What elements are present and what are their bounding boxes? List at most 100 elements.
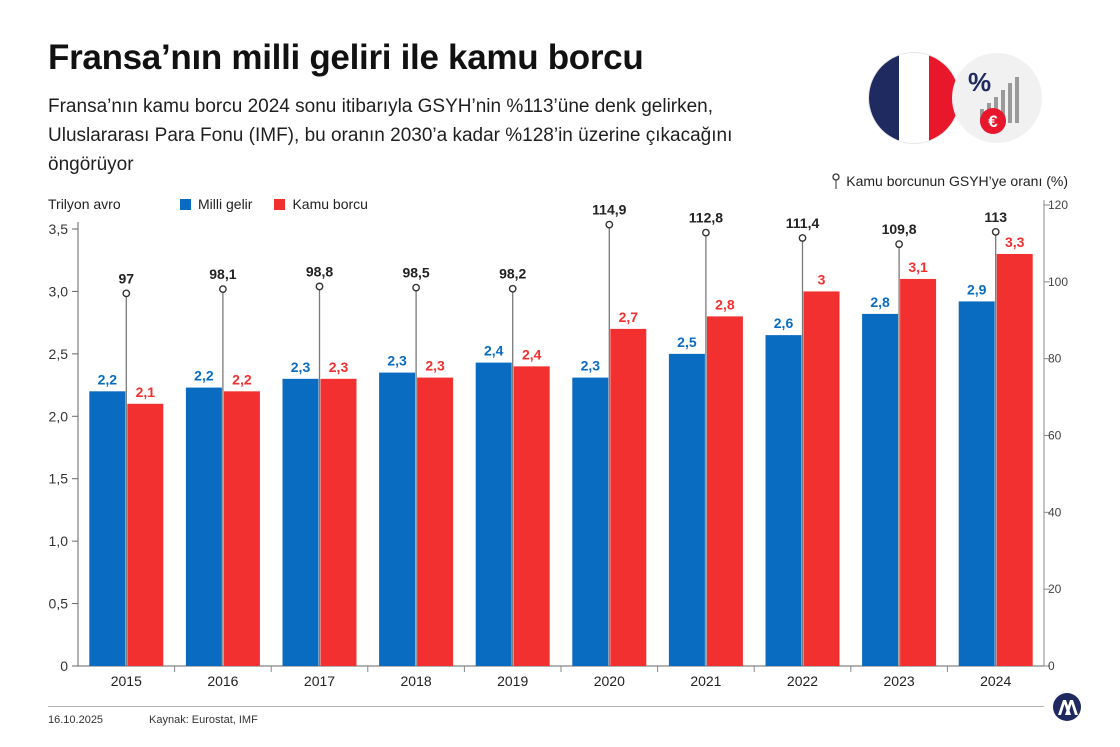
x-tick-label: 2022: [787, 673, 818, 689]
bar-milli-gelir: [282, 378, 319, 666]
ratio-pin-head: [702, 228, 710, 237]
y-tick-label: 1,0: [49, 533, 69, 549]
data-label-kamu-borcu: 3: [818, 271, 826, 287]
y-tick-label: 1,5: [49, 471, 69, 487]
bar-milli-gelir: [958, 301, 995, 666]
ratio-data-label: 97: [119, 270, 135, 286]
ratio-pin-head: [315, 282, 324, 291]
ratio-data-label: 109,8: [882, 221, 917, 237]
y-tick-label: 0: [60, 658, 68, 674]
bar-kamu-borcu: [320, 378, 357, 666]
legend-label-kamu-borcu: Kamu borcu: [292, 196, 368, 212]
footer-source: Kaynak: Eurostat, IMF: [149, 714, 258, 726]
x-tick-label: 2019: [497, 673, 528, 689]
data-label-milli-gelir: 2,6: [774, 315, 794, 331]
y2-tick-label: 120: [1048, 198, 1068, 212]
x-tick-label: 2015: [111, 673, 142, 689]
ratio-data-label: 98,2: [499, 266, 526, 282]
svg-text:€: €: [988, 112, 998, 131]
y2-tick-label: 40: [1048, 505, 1062, 519]
bar-kamu-borcu: [900, 278, 937, 666]
ratio-pin-head: [991, 227, 1000, 236]
x-tick-label: 2021: [690, 673, 721, 689]
data-label-milli-gelir: 2,8: [870, 294, 890, 310]
ratio-pin-head: [218, 285, 227, 294]
pin-icon: [832, 173, 840, 189]
y2-tick-label: 60: [1048, 429, 1062, 443]
bar-kamu-borcu: [513, 366, 550, 666]
bar-milli-gelir: [765, 335, 802, 666]
bar-kamu-borcu: [706, 316, 743, 666]
bar-kamu-borcu: [417, 377, 454, 666]
bar-kamu-borcu: [610, 328, 647, 666]
y2-tick-label: 80: [1048, 352, 1062, 366]
y-tick-label: 3,5: [49, 221, 69, 237]
data-label-milli-gelir: 2,3: [581, 358, 601, 374]
data-label-milli-gelir: 2,4: [484, 343, 504, 359]
data-label-milli-gelir: 2,2: [194, 368, 214, 384]
bar-kamu-borcu: [996, 253, 1033, 666]
footer-date: 16.10.2025: [48, 714, 104, 726]
y-tick-label: 2,5: [49, 346, 69, 362]
x-tick-label: 2016: [207, 673, 238, 689]
data-label-kamu-borcu: 2,2: [232, 371, 252, 387]
chart-subtitle: Fransa’nın kamu borcu 2024 sonu itibarıy…: [48, 96, 733, 175]
x-tick-label: 2017: [304, 673, 335, 689]
bar-kamu-borcu: [223, 391, 260, 666]
ratio-pin-head: [895, 240, 903, 249]
y-tick-label: 0,5: [49, 596, 69, 612]
y-tick-label: 2,0: [49, 408, 69, 424]
data-label-kamu-borcu: 2,3: [425, 358, 445, 374]
bar-milli-gelir: [475, 362, 512, 666]
bar-kamu-borcu: [127, 403, 164, 666]
bar-milli-gelir: [572, 377, 609, 666]
legend-item-kamu-borcu: Kamu borcu: [274, 196, 368, 212]
ratio-legend: Kamu borcunun GSYH’ye oranı (%): [831, 173, 1068, 189]
data-label-kamu-borcu: 3,3: [1005, 234, 1025, 250]
ratio-data-label: 98,8: [306, 263, 333, 279]
y-axis-unit-label: Trilyon avro: [48, 196, 121, 212]
chart-title: Fransa’nın milli geliri ile kamu borcu: [48, 38, 644, 77]
bar-milli-gelir: [668, 353, 705, 666]
data-label-kamu-borcu: 2,7: [619, 309, 639, 325]
bar-milli-gelir: [862, 313, 899, 666]
x-tick-label: 2024: [980, 673, 1011, 689]
bar-milli-gelir: [89, 391, 126, 666]
ratio-data-label: 98,5: [402, 265, 429, 281]
data-label-milli-gelir: 2,2: [98, 371, 118, 387]
x-tick-label: 2020: [594, 673, 625, 689]
ratio-data-label: 111,4: [786, 215, 820, 231]
data-label-kamu-borcu: 2,8: [715, 296, 735, 312]
flag-white-stripe: [899, 53, 929, 143]
x-tick-label: 2023: [884, 673, 915, 689]
y2-tick-label: 100: [1048, 275, 1068, 289]
ratio-data-label: 112,8: [689, 210, 723, 226]
y2-tick-label: 20: [1048, 582, 1062, 596]
data-label-milli-gelir: 2,5: [677, 334, 697, 350]
bar-kamu-borcu: [803, 291, 840, 666]
legend-swatch-milli-gelir: [180, 198, 191, 210]
data-label-kamu-borcu: 2,3: [329, 359, 349, 375]
footer-divider: [48, 706, 1044, 707]
bar-milli-gelir: [379, 372, 416, 666]
svg-text:%: %: [968, 67, 991, 97]
data-label-kamu-borcu: 3,1: [908, 259, 928, 275]
chart-legend: Milli gelir Kamu borcu: [180, 196, 368, 212]
ratio-pin-head: [412, 283, 420, 292]
y-tick-label: 3,0: [49, 283, 69, 299]
data-label-milli-gelir: 2,3: [291, 359, 311, 375]
legend-swatch-kamu-borcu: [274, 198, 286, 210]
y2-tick-label: 0: [1048, 659, 1055, 673]
x-tick-label: 2018: [401, 673, 432, 689]
data-label-milli-gelir: 2,9: [967, 281, 987, 297]
percent-euro-chart-icon: % €: [952, 53, 1042, 143]
ratio-pin-head: [798, 234, 807, 242]
bar-milli-gelir: [185, 387, 222, 666]
ratio-data-label: 98,1: [209, 266, 236, 282]
ratio-data-label: 114,9: [592, 202, 626, 218]
data-label-kamu-borcu: 2,4: [522, 346, 542, 362]
data-label-milli-gelir: 2,3: [387, 353, 407, 369]
aa-logo-icon: [1052, 692, 1082, 722]
ratio-pin-head: [122, 289, 131, 298]
